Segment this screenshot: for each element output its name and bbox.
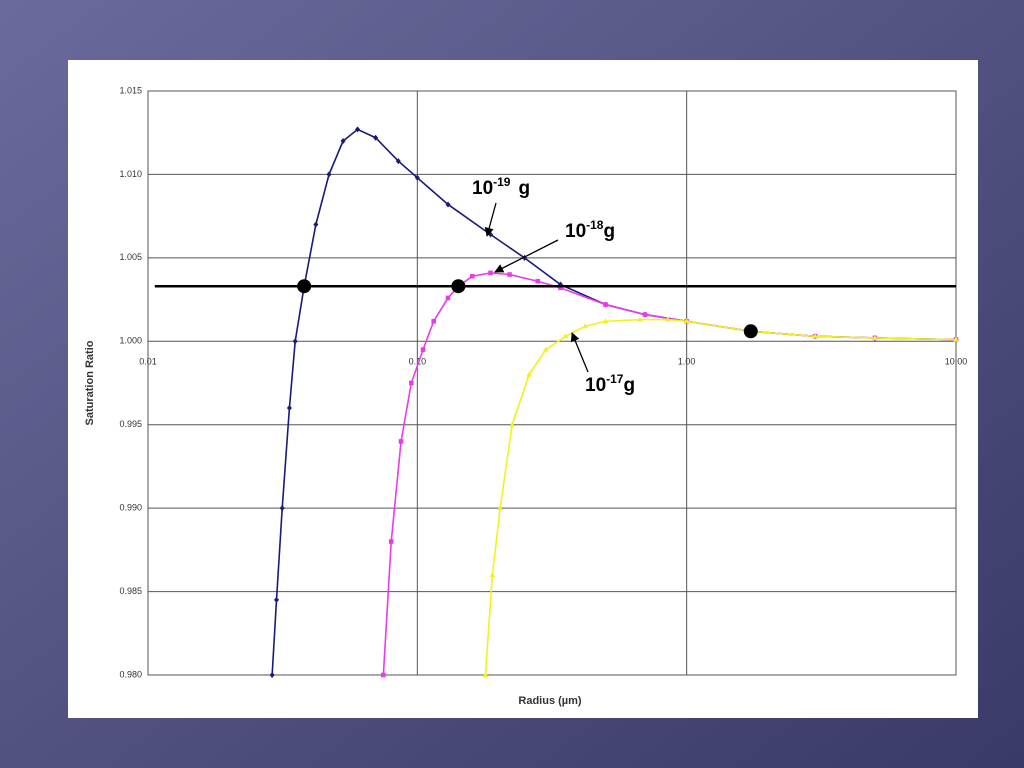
- data-point: [558, 285, 563, 291]
- data-point: [445, 201, 451, 208]
- data-point: [509, 421, 515, 427]
- data-point: [683, 318, 690, 324]
- plot: 0.980 0.985 0.990 0.995 1.000 1.005 1.010 1.015…: [119, 85, 967, 679]
- data-point: [420, 347, 426, 352]
- y-tick-label: 1.000: [119, 336, 142, 346]
- y-axis-title: Saturation Ratio: [84, 340, 96, 425]
- data-point: [313, 221, 319, 228]
- y-tick-label: 0.980: [119, 669, 142, 679]
- data-point: [340, 138, 346, 145]
- annotation-unit: g: [603, 221, 615, 242]
- data-point: [602, 318, 609, 324]
- data-point: [414, 174, 420, 181]
- annotation-exponent: -19: [493, 175, 511, 189]
- annotation-arrow: [484, 202, 497, 237]
- highlight-point: [297, 279, 312, 294]
- data-point: [409, 380, 414, 386]
- series-annotation: 10-19 g: [472, 175, 530, 199]
- data-point: [482, 672, 489, 677]
- data-point: [326, 171, 332, 178]
- y-tick-label: 1.005: [119, 252, 142, 262]
- data-point: [395, 158, 401, 165]
- data-point: [637, 316, 643, 322]
- data-point: [497, 505, 503, 511]
- annotation-exponent: -17: [606, 372, 624, 386]
- data-point: [381, 672, 386, 678]
- annotation-arrow: [494, 239, 559, 273]
- data-point: [373, 134, 379, 141]
- x-tick-label: 10.00: [945, 357, 968, 367]
- series-annotation: 10-18g: [565, 218, 615, 242]
- data-point: [812, 333, 818, 339]
- annotation-base: 10: [585, 375, 606, 396]
- highlight-point: [451, 279, 466, 294]
- data-point: [543, 346, 549, 352]
- data-point: [535, 278, 541, 284]
- annotation-base: 10: [472, 178, 493, 199]
- annotation-unit: g: [518, 178, 530, 199]
- annotation-base: 10: [565, 221, 586, 242]
- data-point: [431, 318, 436, 324]
- data-point: [269, 672, 275, 678]
- y-tick-label: 1.010: [119, 169, 142, 179]
- x-tick-label: 0.10: [409, 357, 427, 367]
- data-point: [355, 126, 361, 133]
- data-point: [470, 273, 475, 279]
- data-point: [872, 334, 878, 340]
- data-point: [642, 312, 648, 317]
- data-point: [507, 272, 512, 277]
- data-point: [603, 302, 608, 307]
- data-point: [274, 596, 280, 603]
- annotation-arrow: [570, 332, 589, 373]
- highlight-point: [743, 324, 758, 339]
- data-point: [488, 270, 493, 276]
- data-point: [279, 505, 285, 512]
- x-tick-label: 0.01: [139, 357, 157, 367]
- series-annotation: 10-17g: [585, 372, 635, 396]
- y-tick-label: 1.015: [119, 85, 142, 95]
- data-point: [526, 371, 532, 377]
- data-point: [562, 333, 569, 339]
- data-point: [388, 539, 394, 544]
- y-tick-label: 0.990: [119, 503, 142, 513]
- x-axis-title: Radius (µm): [518, 695, 582, 707]
- annotation-unit: g: [623, 375, 635, 396]
- data-point: [489, 571, 496, 577]
- data-point: [286, 405, 292, 412]
- data-point: [664, 316, 671, 322]
- annotation-exponent: -18: [586, 218, 604, 232]
- y-tick-label: 0.985: [119, 586, 142, 596]
- y-tick-label: 0.995: [119, 419, 142, 429]
- series-line: [484, 318, 957, 676]
- data-point: [445, 295, 451, 301]
- data-point: [582, 323, 588, 329]
- data-point: [953, 336, 959, 342]
- chart-panel: [68, 60, 978, 718]
- x-tick-label: 1.00: [678, 357, 696, 367]
- data-point: [398, 439, 404, 444]
- data-point: [292, 338, 298, 345]
